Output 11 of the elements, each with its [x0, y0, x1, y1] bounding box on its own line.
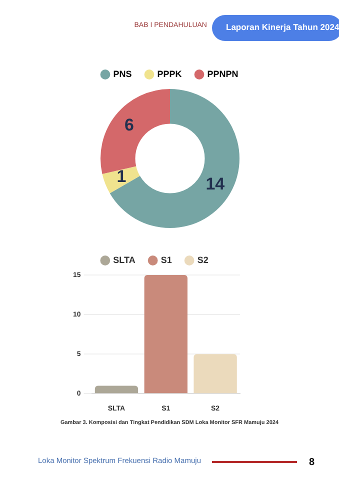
legend-label: PNS	[112, 68, 132, 79]
text: 8	[309, 457, 315, 468]
legend-label: SLTA	[112, 254, 136, 265]
text: Laporan Kinerja Tahun 2024	[226, 22, 339, 32]
data-label: 14	[205, 174, 225, 194]
legend-label: S1	[160, 254, 172, 265]
legend-label: PPPK	[156, 68, 182, 79]
legend-label: PPNPN	[206, 68, 238, 79]
data-label: 6	[124, 116, 134, 135]
legend-label: S2	[196, 254, 208, 265]
data-label: 1	[116, 167, 126, 186]
